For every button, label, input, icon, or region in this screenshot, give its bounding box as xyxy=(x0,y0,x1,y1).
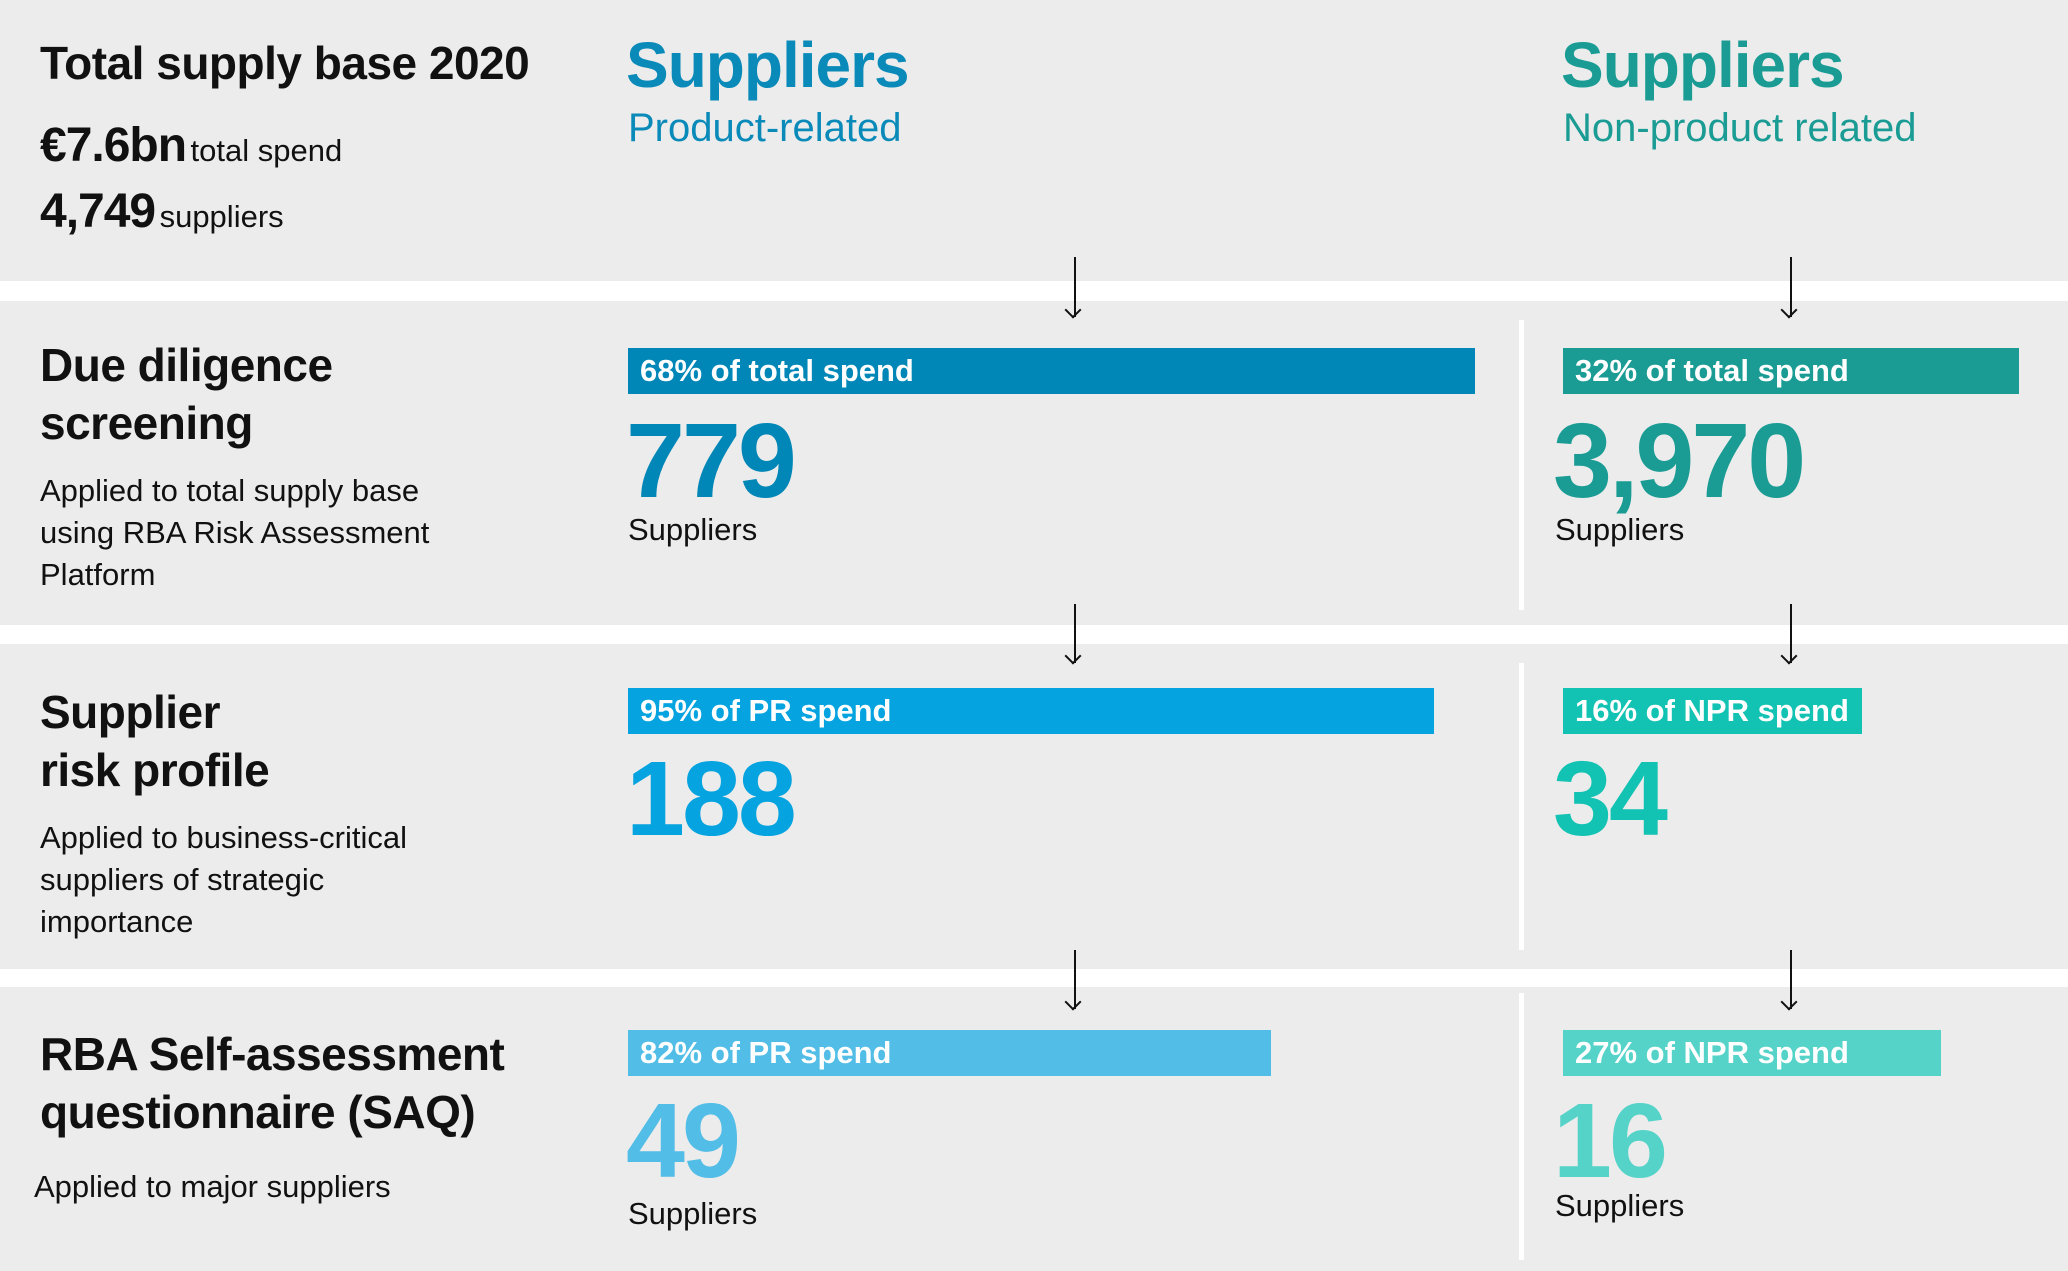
down-arrow-icon xyxy=(1074,604,1076,663)
product-spend-bar: 68% of total spend xyxy=(628,348,1475,394)
product-count-unit: Suppliers xyxy=(628,1196,758,1231)
nonproduct-count-unit: Suppliers xyxy=(1555,1188,1685,1223)
down-arrow-icon xyxy=(1790,257,1792,317)
stage-title-line: Due diligence xyxy=(40,339,333,391)
stage-title-line: RBA Self-assessment xyxy=(40,1028,505,1080)
nonproduct-spend-bar: 16% of NPR spend xyxy=(1563,688,1862,734)
stage-title-line: risk profile xyxy=(40,744,270,796)
product-supplier-count: 779 xyxy=(626,402,797,520)
stage-title: RBA Self-assessment questionnaire (SAQ) xyxy=(40,1025,505,1141)
stage-title-line: screening xyxy=(40,397,253,449)
nonproduct-supplier-count: 3,970 xyxy=(1553,402,1806,520)
stage-description: Applied to major suppliers xyxy=(34,1169,391,1204)
product-spend-bar: 82% of PR spend xyxy=(628,1030,1271,1076)
stage-title: Supplier risk profile xyxy=(40,683,270,799)
stage-description: Applied to business-critical suppliers o… xyxy=(40,820,408,939)
column-divider xyxy=(1519,993,1524,1260)
stage-description: Applied to total supply base using RBA R… xyxy=(40,473,430,592)
product-spend-bar: 95% of PR spend xyxy=(628,688,1434,734)
product-supplier-count: 49 xyxy=(626,1082,741,1200)
column-divider xyxy=(1519,320,1524,610)
down-arrow-icon xyxy=(1790,604,1792,663)
stage-title-line: questionnaire (SAQ) xyxy=(40,1086,476,1138)
supplier-count-value: 4,749 xyxy=(40,185,156,238)
nonproduct-count-unit: Suppliers xyxy=(1555,512,1685,547)
nonproduct-column-subtitle: Non-product related xyxy=(1563,106,1917,150)
total-spend-label: total spend xyxy=(190,133,343,168)
product-column-subtitle: Product-related xyxy=(628,106,902,150)
down-arrow-icon xyxy=(1074,950,1076,1009)
supplier-count: 4,749 suppliers xyxy=(40,184,284,239)
stage-title: Due diligence screening xyxy=(40,336,333,452)
total-spend-value: €7.6bn xyxy=(40,119,187,172)
down-arrow-icon xyxy=(1074,257,1076,317)
nonproduct-spend-bar: 32% of total spend xyxy=(1563,348,2019,394)
nonproduct-supplier-count: 16 xyxy=(1553,1082,1668,1200)
product-supplier-count: 188 xyxy=(626,740,797,858)
summary-row xyxy=(0,0,2068,281)
down-arrow-icon xyxy=(1790,950,1792,1009)
total-spend: €7.6bn total spend xyxy=(40,118,342,173)
product-column-title: Suppliers xyxy=(626,29,910,101)
summary-title: Total supply base 2020 xyxy=(40,37,530,89)
stage-title-line: Supplier xyxy=(40,686,221,738)
nonproduct-column-title: Suppliers xyxy=(1561,29,1845,101)
nonproduct-supplier-count: 34 xyxy=(1553,740,1668,858)
nonproduct-spend-bar: 27% of NPR spend xyxy=(1563,1030,1941,1076)
supplier-count-label: suppliers xyxy=(159,199,284,234)
product-count-unit: Suppliers xyxy=(628,512,758,547)
column-divider xyxy=(1519,663,1524,950)
